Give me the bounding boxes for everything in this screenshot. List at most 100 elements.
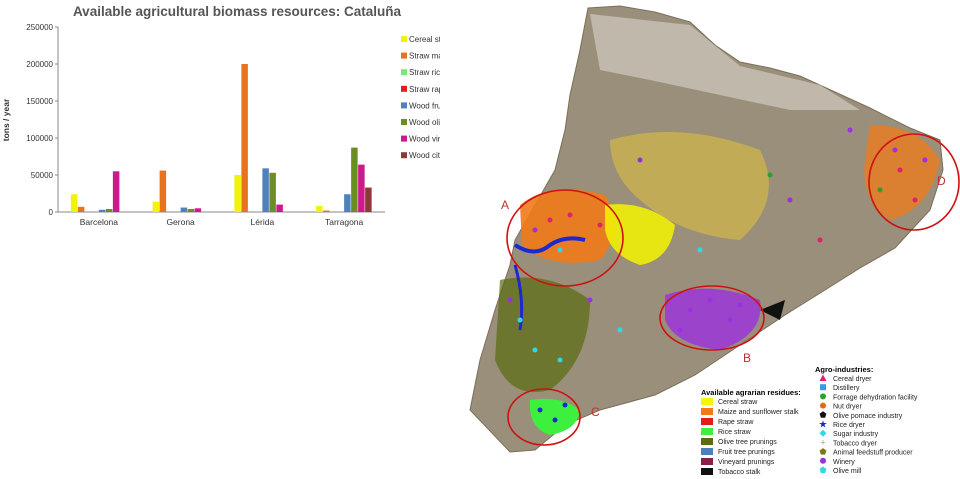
bar	[269, 172, 276, 212]
facility-marker	[637, 157, 643, 163]
cereal-area-centre	[610, 132, 769, 240]
agro-legend-label: Rice dryer	[833, 422, 866, 429]
bar	[152, 201, 160, 212]
facility-marker	[697, 247, 703, 253]
legend-swatch	[401, 135, 407, 142]
facility-marker	[587, 297, 593, 303]
bar-chart-panel: Available agricultural biomass resources…	[0, 0, 440, 479]
bar	[180, 207, 188, 212]
facility-marker	[557, 357, 563, 363]
residue-swatch	[701, 458, 713, 465]
river-ebro	[513, 236, 586, 254]
bar	[77, 206, 85, 212]
bar	[365, 187, 372, 212]
agro-legend-label: Tobacco dryer	[833, 440, 878, 447]
y-tick-label: 150000	[26, 97, 53, 106]
facility-marker	[537, 407, 543, 413]
facility-marker	[597, 222, 603, 228]
facility-marker	[922, 157, 928, 163]
legend-swatch	[401, 152, 407, 159]
agro-legend-label: Winery	[833, 459, 855, 466]
bar	[241, 64, 248, 212]
facility-marker	[897, 167, 903, 173]
vineyard-area-b	[665, 288, 761, 350]
bar	[194, 208, 202, 212]
bar-chart: Available agricultural biomass resources…	[1, 4, 440, 227]
agro-legend-label: Cereal dryer	[833, 376, 872, 383]
agro-industries-legend: Agro-industries: Cereal dryer Distillery F…	[815, 365, 918, 475]
agro-legend-marker	[820, 384, 826, 391]
facility-marker	[707, 297, 713, 303]
y-tick-label: 50000	[31, 171, 54, 180]
bar	[234, 175, 241, 212]
region-circle-d	[868, 133, 960, 231]
legend-label: Wood olive	[409, 118, 440, 127]
agro-legend-label: Nut dryer	[833, 404, 862, 411]
facility-marker	[687, 307, 693, 313]
residue-legend-label: Rape straw	[718, 419, 754, 426]
coast-dark	[760, 300, 785, 320]
residue-legend-label: Cereal straw	[718, 399, 758, 406]
maize-area-d	[864, 125, 940, 220]
bar	[98, 209, 106, 212]
legend-swatch	[401, 85, 407, 92]
legend-label: Cereal straw	[409, 35, 440, 44]
residue-swatch	[701, 418, 713, 425]
region-circle-b	[659, 285, 765, 351]
agro-legend-marker: ★	[819, 420, 828, 431]
map-figure: A B C D Available agrarian residues: Cer…	[469, 5, 960, 476]
region-label-c: C	[591, 405, 600, 419]
residue-swatch	[701, 468, 713, 475]
region-circle-a	[506, 189, 624, 287]
region-label-a: A	[501, 198, 509, 212]
agro-legend-marker	[820, 393, 826, 400]
residue-legend-label: Fruit tree prunings	[718, 449, 775, 456]
agro-legend-marker	[819, 429, 827, 437]
facility-marker	[547, 217, 553, 223]
bar	[358, 164, 365, 212]
facility-marker	[567, 212, 573, 218]
legend-label: Wood fruit+nuts	[409, 101, 440, 110]
region-label-d: D	[937, 174, 946, 188]
facility-marker	[552, 417, 558, 423]
bar	[262, 168, 269, 212]
facility-marker	[877, 187, 883, 193]
legend-label: Straw rape+seeds	[409, 85, 440, 94]
residue-legend-label: Maize and sunflower stalk	[718, 409, 799, 416]
x-tick-label: Gerona	[166, 217, 195, 227]
y-tick-label: 100000	[26, 134, 53, 143]
agro-legend-label: Sugar industry	[833, 431, 879, 438]
y-tick-label: 250000	[26, 23, 53, 32]
bar	[159, 170, 167, 212]
facility-marker	[727, 317, 733, 323]
residue-legend-label: Vineyard prunings	[718, 459, 775, 466]
bar	[316, 206, 323, 212]
facility-marker	[507, 297, 513, 303]
residue-swatch	[701, 408, 713, 415]
residue-swatch	[701, 398, 713, 405]
y-tick-label: 200000	[26, 60, 53, 69]
x-tick-label: Barcelona	[80, 217, 119, 227]
facility-marker	[532, 347, 538, 353]
facility-marker	[767, 172, 773, 178]
facility-marker	[532, 227, 538, 233]
bar	[344, 194, 351, 212]
legend-label: Wood citric	[409, 151, 440, 160]
region-circle-c	[507, 388, 581, 446]
agro-legend-marker	[819, 466, 827, 473]
facility-marker	[557, 247, 563, 253]
x-tick-label: Lérida	[251, 217, 275, 227]
agro-legend-marker	[820, 402, 826, 409]
facility-marker	[912, 197, 918, 203]
residue-swatch	[701, 448, 713, 455]
legend-swatch	[401, 119, 407, 125]
residue-legend-label: Tobacco stalk	[718, 469, 761, 476]
residues-legend: Available agrarian residues: Cereal stra…	[701, 388, 801, 476]
legend-swatch	[401, 36, 407, 42]
legend-label: Wood vineyard	[409, 135, 440, 144]
facility-marker	[677, 327, 683, 333]
residue-swatch	[701, 438, 713, 445]
chart-title: Available agricultural biomass resources…	[73, 4, 402, 19]
agro-legend-marker	[819, 411, 827, 418]
river-west	[513, 264, 524, 331]
